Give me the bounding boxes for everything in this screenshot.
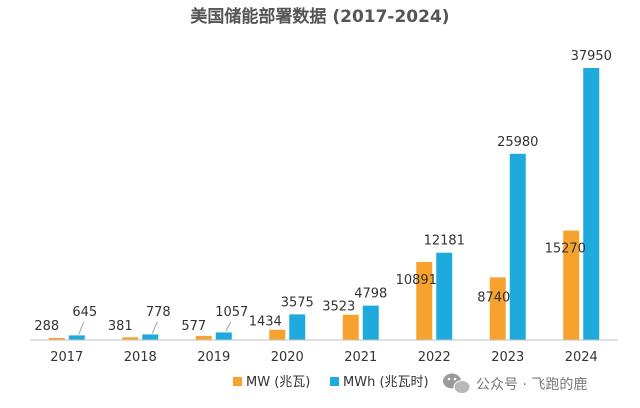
bar-mwh-2017	[68, 335, 85, 340]
leader-line-2018	[151, 321, 158, 334]
bar-mwh-2019	[215, 332, 232, 340]
bar-mwh-2024	[583, 68, 600, 340]
leader-line-2017	[78, 321, 85, 335]
x-tick-2022: 2022	[418, 350, 451, 365]
data-label-mwh-2018: 778	[146, 305, 171, 320]
bar-mw-2019	[195, 335, 212, 340]
x-tick-2021: 2021	[344, 350, 377, 365]
data-label-mw-2017: 288	[34, 319, 59, 334]
x-axis-ticks: 2017 2018 2019 2020 2021 2022 2023 2024	[50, 350, 598, 365]
data-label-mw-2021: 3523	[322, 300, 355, 315]
x-tick-2018: 2018	[124, 350, 157, 365]
data-label-mwh-2020: 3575	[281, 295, 314, 310]
data-label-mw-2024: 15270	[545, 242, 586, 257]
legend-item-mw: MW (兆瓦)	[233, 375, 310, 390]
x-tick-2023: 2023	[491, 350, 524, 365]
legend: MW (兆瓦) MWh (兆瓦时)	[233, 375, 429, 390]
bar-mw-2023	[489, 277, 506, 340]
data-label-mw-2020: 1434	[249, 315, 282, 330]
data-label-mw-2023: 8740	[477, 290, 510, 305]
bar-mw-2022	[416, 261, 433, 340]
bar-mwh-2022	[436, 252, 453, 340]
legend-item-mw-label: MW (兆瓦)	[246, 375, 310, 390]
watermark-text: 公众号 · 飞跑的鹿	[476, 376, 587, 393]
x-tick-2024: 2024	[565, 350, 598, 365]
bar-mwh-2021	[362, 305, 379, 340]
wechat-icon	[443, 373, 471, 394]
leader-line-2019	[225, 321, 232, 332]
x-tick-2017: 2017	[50, 350, 83, 365]
data-label-mwh-2017: 645	[72, 305, 97, 320]
legend-item-mw-swatch	[233, 377, 242, 386]
data-label-mwh-2019: 1057	[215, 305, 248, 320]
bar-mwh-2023	[509, 153, 526, 340]
x-tick-2019: 2019	[197, 350, 230, 365]
chart-title: 美国储能部署数据 (2017-2024)	[190, 6, 449, 27]
bar-mw-2018	[122, 337, 139, 340]
data-label-mw-2019: 577	[181, 319, 206, 334]
data-label-mwh-2021: 4798	[354, 287, 387, 302]
bar-mw-2020	[269, 329, 286, 340]
bar-mw-2017	[48, 337, 65, 340]
watermark: 公众号 · 飞跑的鹿	[443, 373, 587, 394]
bar-mwh-2020	[289, 314, 306, 340]
bar-mw-2021	[342, 314, 359, 340]
data-label-mwh-2024: 37950	[571, 49, 612, 64]
data-label-mw-2018: 381	[108, 319, 133, 334]
bar-mw-2024	[563, 230, 580, 340]
x-tick-2020: 2020	[271, 350, 304, 365]
data-label-mw-2022: 10891	[396, 273, 437, 288]
bar-mwh-2018	[142, 334, 159, 340]
legend-item-mwh-swatch	[330, 377, 339, 386]
data-label-mwh-2022: 12181	[424, 234, 465, 249]
data-label-mwh-2023: 25980	[497, 135, 538, 150]
legend-item-mwh-label: MWh (兆瓦时)	[343, 375, 429, 390]
legend-item-mwh: MWh (兆瓦时)	[330, 375, 429, 390]
